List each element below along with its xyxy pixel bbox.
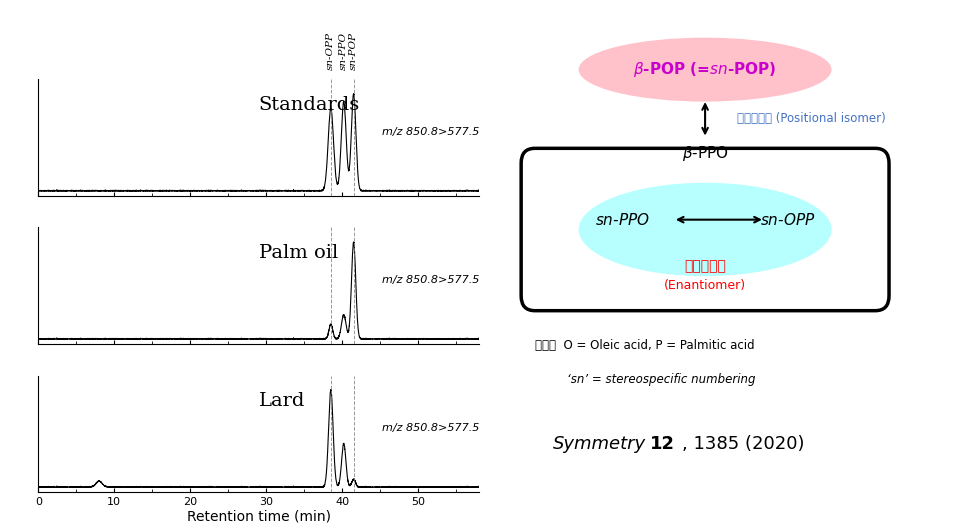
Text: (Enantiomer): (Enantiomer) — [664, 279, 746, 291]
Text: sn-OPP: sn-OPP — [327, 32, 335, 70]
Text: $\beta$-PPO: $\beta$-PPO — [682, 144, 728, 163]
Text: sn-PPO: sn-PPO — [339, 32, 349, 70]
Text: 位置異性体 (Positional isomer): 位置異性体 (Positional isomer) — [738, 112, 886, 125]
Text: Retention time (min): Retention time (min) — [187, 510, 331, 524]
Text: $\beta$-POP (=$\it{sn}$-POP): $\beta$-POP (=$\it{sn}$-POP) — [633, 60, 777, 79]
Text: $\it{sn}$-OPP: $\it{sn}$-OPP — [760, 212, 815, 227]
Text: 12: 12 — [650, 434, 674, 452]
Ellipse shape — [579, 38, 832, 102]
Text: 鏡像異性体: 鏡像異性体 — [684, 259, 726, 273]
Text: m/z 850.8>577.5: m/z 850.8>577.5 — [382, 127, 479, 136]
Text: Palm oil: Palm oil — [259, 244, 338, 262]
Text: m/z 850.8>577.5: m/z 850.8>577.5 — [382, 275, 479, 285]
Text: 略記：  O = Oleic acid, P = Palmitic acid: 略記： O = Oleic acid, P = Palmitic acid — [535, 339, 755, 352]
Text: Lard: Lard — [259, 392, 305, 410]
Ellipse shape — [579, 183, 832, 276]
Text: , 1385 (2020): , 1385 (2020) — [682, 434, 805, 452]
Text: Standards: Standards — [259, 96, 360, 114]
FancyBboxPatch shape — [521, 148, 889, 311]
Text: $\it{sn}$-PPO: $\it{sn}$-PPO — [595, 212, 650, 227]
Text: ‘sn’ = stereospecific numbering: ‘sn’ = stereospecific numbering — [567, 373, 756, 386]
Text: m/z 850.8>577.5: m/z 850.8>577.5 — [382, 423, 479, 433]
Text: Symmetry: Symmetry — [554, 434, 647, 452]
Text: sn-POP: sn-POP — [349, 32, 358, 70]
